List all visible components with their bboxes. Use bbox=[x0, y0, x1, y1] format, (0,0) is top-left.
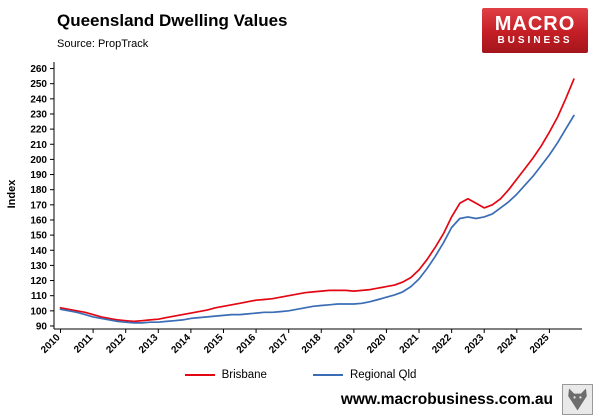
svg-text:90: 90 bbox=[36, 321, 48, 332]
svg-text:2016: 2016 bbox=[235, 332, 259, 356]
logo-text-macro: MACRO bbox=[494, 13, 576, 35]
svg-text:2023: 2023 bbox=[463, 332, 487, 356]
svg-text:2011: 2011 bbox=[72, 332, 95, 355]
logo-text-business: BUSINESS bbox=[497, 35, 573, 46]
regional-qld-line-swatch bbox=[312, 373, 343, 377]
svg-text:150: 150 bbox=[30, 231, 47, 242]
svg-text:2012: 2012 bbox=[104, 332, 128, 356]
macrobusiness-logo: MACRO BUSINESS bbox=[482, 8, 588, 53]
svg-text:2014: 2014 bbox=[169, 332, 193, 356]
svg-text:130: 130 bbox=[30, 261, 47, 272]
svg-text:180: 180 bbox=[30, 185, 47, 196]
svg-text:200: 200 bbox=[30, 155, 47, 166]
svg-text:2022: 2022 bbox=[430, 332, 454, 356]
svg-text:2010: 2010 bbox=[39, 332, 63, 356]
svg-text:220: 220 bbox=[30, 125, 47, 136]
svg-text:2019: 2019 bbox=[332, 332, 356, 356]
legend: Brisbane Regional Qld bbox=[0, 366, 601, 384]
svg-text:190: 190 bbox=[30, 170, 47, 181]
svg-text:260: 260 bbox=[30, 64, 47, 75]
svg-text:250: 250 bbox=[30, 79, 47, 90]
svg-text:110: 110 bbox=[31, 291, 48, 302]
legend-item-brisbane: Brisbane bbox=[184, 369, 267, 381]
wolf-logo bbox=[562, 384, 593, 415]
svg-text:2017: 2017 bbox=[267, 332, 291, 356]
svg-text:140: 140 bbox=[30, 246, 47, 257]
chart-title: Queensland Dwelling Values bbox=[57, 11, 288, 30]
brisbane-line-swatch bbox=[184, 373, 215, 377]
svg-text:240: 240 bbox=[30, 94, 47, 105]
legend-label-brisbane: Brisbane bbox=[221, 369, 267, 381]
svg-text:230: 230 bbox=[30, 109, 47, 120]
svg-text:2018: 2018 bbox=[300, 332, 324, 356]
svg-text:210: 210 bbox=[30, 140, 47, 151]
svg-text:160: 160 bbox=[30, 215, 47, 226]
svg-text:2025: 2025 bbox=[528, 332, 552, 356]
svg-text:100: 100 bbox=[30, 306, 47, 317]
legend-label-regional-qld: Regional Qld bbox=[349, 369, 417, 381]
svg-text:170: 170 bbox=[30, 200, 47, 211]
website-url: www.macrobusiness.com.au bbox=[340, 391, 553, 408]
svg-text:2020: 2020 bbox=[365, 332, 389, 356]
source-caption: Source: PropTrack bbox=[57, 38, 149, 50]
svg-text:120: 120 bbox=[30, 276, 47, 287]
line-chart: 90 100 110 120 130 140 150 160 170 180 190 200 210 22… bbox=[30, 62, 582, 356]
legend-item-regional-qld: Regional Qld bbox=[312, 369, 417, 381]
wolf-icon bbox=[568, 388, 587, 411]
svg-text:2013: 2013 bbox=[137, 332, 161, 356]
svg-text:2021: 2021 bbox=[398, 332, 422, 356]
svg-text:2024: 2024 bbox=[495, 332, 519, 356]
svg-text:2015: 2015 bbox=[202, 332, 226, 356]
